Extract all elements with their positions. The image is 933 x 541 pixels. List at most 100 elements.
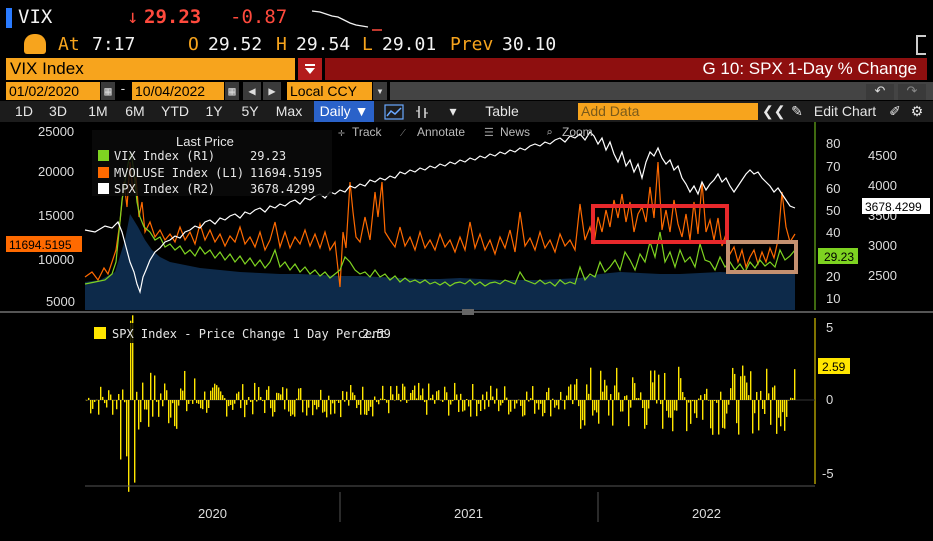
period-max[interactable]: Max bbox=[275, 103, 303, 119]
pct-bar bbox=[148, 400, 150, 427]
table-button[interactable]: Table bbox=[485, 103, 519, 119]
edit-chart-button[interactable]: Edit Chart bbox=[813, 103, 877, 119]
pct-bar bbox=[188, 400, 190, 404]
period-3d[interactable]: 3D bbox=[49, 103, 67, 119]
pct-bar bbox=[200, 400, 202, 409]
period-ytd[interactable]: YTD bbox=[161, 103, 189, 119]
pct-bar bbox=[524, 400, 526, 416]
start-date-field[interactable]: 01/02/2020 bbox=[6, 82, 100, 100]
prev-period-button[interactable]: ◀ bbox=[243, 82, 261, 100]
pct-bar bbox=[244, 400, 246, 418]
pct-bar bbox=[510, 400, 512, 412]
frequency-dropdown[interactable]: Daily ▼ bbox=[314, 101, 374, 122]
pct-bar bbox=[446, 392, 448, 400]
pct-bar bbox=[330, 400, 332, 415]
pct-bar bbox=[98, 400, 100, 415]
pct-bar bbox=[594, 400, 596, 411]
bracket-icon[interactable] bbox=[916, 35, 926, 55]
pct-bar bbox=[628, 400, 630, 427]
pct-bar bbox=[572, 400, 574, 405]
chart-canvas[interactable]: 25000 20000 15000 10000 5000 11694.5195 … bbox=[0, 122, 933, 541]
pct-bar bbox=[614, 385, 616, 400]
pct-bar bbox=[538, 400, 540, 410]
lower-legend-label: SPX Index - Price Change 1 Day Percent bbox=[112, 327, 387, 341]
line-chart-icon[interactable] bbox=[380, 101, 408, 122]
pct-bar bbox=[276, 392, 278, 400]
end-date-field[interactable]: 10/04/2022 bbox=[132, 82, 224, 100]
pct-bar bbox=[560, 391, 562, 400]
spx-tick: 4000 bbox=[868, 178, 897, 193]
pct-bar bbox=[160, 393, 162, 400]
pct-bar bbox=[696, 400, 698, 418]
chart-type-dropdown-icon[interactable]: ▾ bbox=[449, 103, 457, 119]
pct-bar bbox=[212, 387, 214, 400]
undo-button[interactable]: ↶ bbox=[866, 84, 894, 100]
pct-bar bbox=[254, 382, 256, 400]
pencil-icon[interactable]: ✎ bbox=[791, 103, 803, 119]
period-6m[interactable]: 6M bbox=[125, 103, 145, 119]
legend-header: Last Price bbox=[176, 134, 234, 149]
pct-bar bbox=[530, 398, 532, 400]
period-1y[interactable]: 1Y bbox=[205, 103, 223, 119]
pct-bar bbox=[164, 383, 166, 400]
bar-chart-icon[interactable] bbox=[410, 101, 434, 122]
pct-bar bbox=[392, 394, 394, 400]
end-calendar-icon[interactable]: ▦ bbox=[225, 82, 239, 100]
pct-bar bbox=[786, 400, 788, 417]
settings-gear-icon[interactable]: ⚙ bbox=[910, 103, 924, 119]
spx-line bbox=[84, 131, 796, 295]
pct-bar bbox=[110, 394, 112, 400]
track-tool[interactable]: Track bbox=[352, 125, 383, 139]
pct-bar bbox=[790, 397, 792, 400]
start-calendar-icon[interactable]: ▦ bbox=[101, 82, 115, 100]
collapse-icon[interactable]: ❮❮ bbox=[762, 103, 786, 119]
ohlc-row: At 7:17 O 29.52 H 29.54 L 29.01 Prev 30.… bbox=[0, 33, 933, 57]
pct-bar bbox=[686, 400, 688, 432]
title-bar: VIX Index G 10: SPX 1-Day % Change bbox=[0, 58, 933, 80]
pct-bar bbox=[358, 400, 360, 405]
pct-bar bbox=[248, 397, 250, 400]
pct-bar bbox=[320, 389, 322, 400]
pct-bar bbox=[646, 400, 648, 425]
pct-bar bbox=[252, 400, 254, 415]
pct-bar bbox=[632, 377, 634, 400]
pct-bar bbox=[304, 400, 306, 401]
pct-bar bbox=[464, 400, 466, 411]
pct-bar bbox=[372, 400, 374, 417]
panel-divider-handle[interactable] bbox=[462, 309, 474, 315]
pct-bar bbox=[174, 400, 176, 427]
mvoluse-value-tag-text: 11694.5195 bbox=[9, 238, 72, 252]
pct-bar bbox=[744, 375, 746, 400]
period-1m[interactable]: 1M bbox=[88, 103, 108, 119]
add-data-input[interactable]: Add Data bbox=[578, 103, 758, 120]
pct-bar bbox=[762, 400, 764, 410]
security-field[interactable]: VIX Index bbox=[6, 58, 295, 80]
annotate-icon: ⁄ bbox=[400, 126, 406, 139]
pct-bar bbox=[610, 394, 612, 400]
next-period-button[interactable]: ▶ bbox=[263, 82, 281, 100]
currency-dropdown-icon[interactable]: ▾ bbox=[373, 82, 387, 100]
pct-bar bbox=[606, 385, 608, 400]
currency-field[interactable]: Local CCY bbox=[287, 82, 372, 100]
lower-legend-value: 2.59 bbox=[362, 327, 391, 341]
redo-button[interactable]: ↷ bbox=[898, 84, 926, 100]
pct-bar bbox=[404, 386, 406, 400]
pct-bar bbox=[250, 400, 252, 403]
pct-bar bbox=[382, 385, 384, 400]
pct-bar bbox=[390, 386, 392, 400]
pct-bar bbox=[380, 398, 382, 400]
period-1d[interactable]: 1D bbox=[15, 103, 33, 119]
high-value: 29.54 bbox=[296, 34, 351, 55]
pct-bar bbox=[550, 400, 552, 417]
pct-bar bbox=[400, 400, 402, 402]
annotate-tool[interactable]: Annotate bbox=[417, 125, 465, 139]
edit-icon[interactable]: ✐ bbox=[889, 103, 901, 119]
menu-dropdown-icon[interactable] bbox=[298, 58, 322, 80]
pct-bar bbox=[666, 400, 668, 411]
zoom-tool[interactable]: Zoom bbox=[562, 125, 593, 139]
pct-bar bbox=[100, 386, 102, 400]
pct-bar bbox=[442, 400, 444, 402]
pct-bar bbox=[136, 391, 138, 400]
news-tool[interactable]: News bbox=[500, 125, 530, 139]
period-5y[interactable]: 5Y bbox=[241, 103, 259, 119]
